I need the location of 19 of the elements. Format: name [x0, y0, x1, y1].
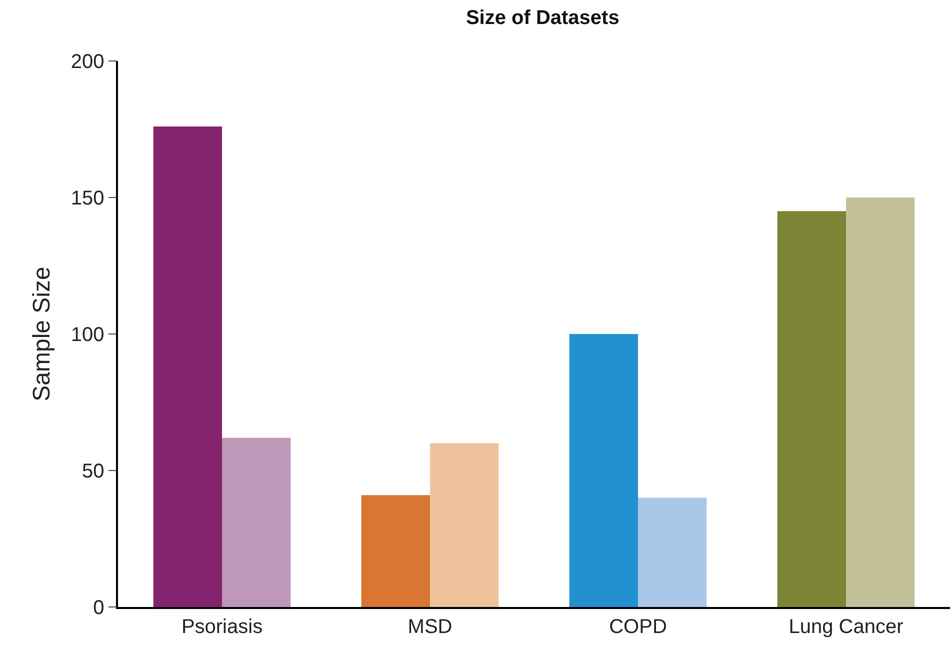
- x-tick-label: Psoriasis: [181, 616, 263, 638]
- bar: [222, 438, 291, 607]
- y-tick-label: 0: [93, 597, 104, 619]
- x-tick-label: MSD: [408, 616, 452, 638]
- y-tick-label: 100: [70, 324, 104, 346]
- bar: [638, 498, 707, 607]
- y-tick-label: 50: [82, 460, 104, 482]
- bar: [569, 334, 638, 607]
- y-tick-label: 200: [70, 51, 104, 73]
- x-tick-label: Lung Cancer: [788, 616, 904, 638]
- chart-title: Size of Datasets: [466, 6, 620, 29]
- x-tick-label: COPD: [609, 616, 667, 638]
- y-tick-label: 150: [70, 188, 104, 210]
- y-axis-title: Sample Size: [28, 266, 56, 402]
- bar: [153, 126, 222, 607]
- bar: [430, 443, 499, 607]
- bar: [777, 211, 846, 607]
- bar: [846, 198, 915, 607]
- bar: [361, 495, 430, 607]
